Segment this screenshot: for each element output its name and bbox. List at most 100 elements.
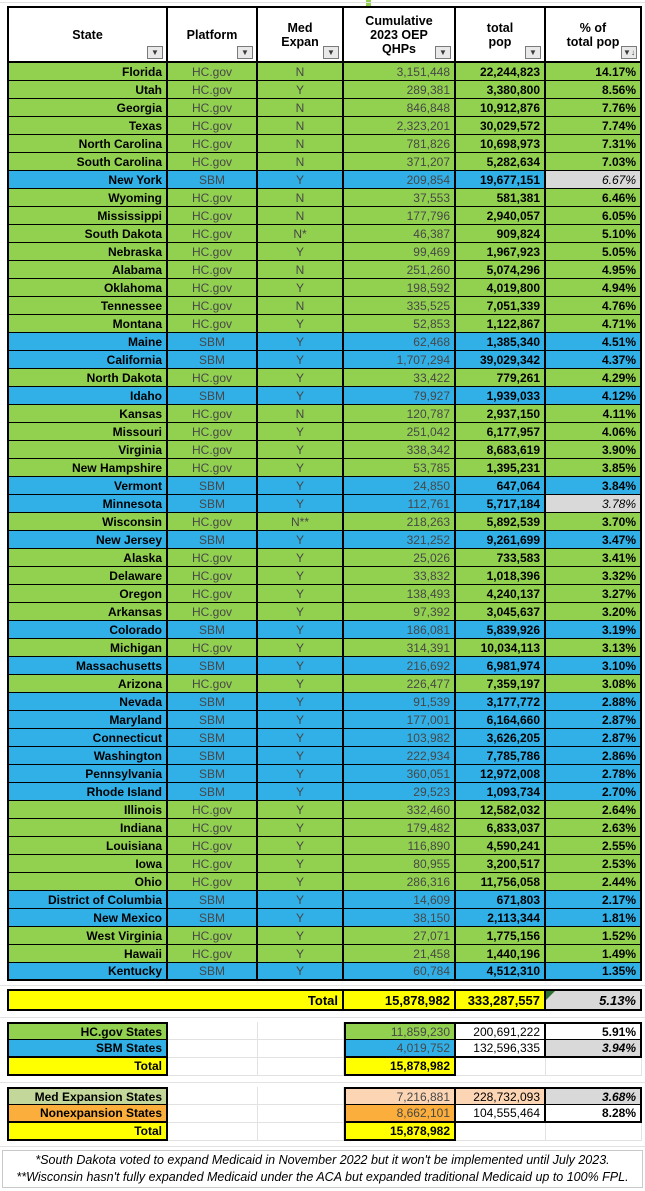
cell-state[interactable]: Texas <box>7 117 168 135</box>
cell-med-expan[interactable]: Y <box>258 585 344 603</box>
cell-med-expan[interactable]: N <box>258 99 344 117</box>
cell-qhps[interactable]: 222,934 <box>344 747 456 765</box>
cell-med-expan[interactable]: Y <box>258 963 344 981</box>
cell-total-pop[interactable]: 6,981,974 <box>456 657 546 675</box>
cell-pct-total-pop[interactable]: 2.70% <box>546 783 642 801</box>
cell-state[interactable]: Arkansas <box>7 603 168 621</box>
cell-platform[interactable]: SBM <box>168 963 258 981</box>
cell-platform[interactable]: SBM <box>168 531 258 549</box>
platform-total-label-cell[interactable]: Total <box>7 1058 168 1076</box>
cell-platform[interactable]: SBM <box>168 387 258 405</box>
cell-qhps[interactable]: 360,051 <box>344 765 456 783</box>
cell-platform[interactable]: HC.gov <box>168 297 258 315</box>
nonexpansion-pct-cell[interactable]: 8.28% <box>546 1105 642 1123</box>
cell-qhps[interactable]: 179,482 <box>344 819 456 837</box>
empty-cell[interactable] <box>168 1123 258 1141</box>
cell-platform[interactable]: SBM <box>168 747 258 765</box>
cell-platform[interactable]: HC.gov <box>168 153 258 171</box>
cell-state[interactable]: District of Columbia <box>7 891 168 909</box>
cell-med-expan[interactable]: Y <box>258 531 344 549</box>
hcgov-qhps-cell[interactable]: 11,859,230 <box>344 1022 456 1040</box>
cell-pct-total-pop[interactable]: 4.06% <box>546 423 642 441</box>
sbm-pop-cell[interactable]: 132,596,335 <box>456 1040 546 1058</box>
cell-pct-total-pop[interactable]: 3.47% <box>546 531 642 549</box>
cell-qhps[interactable]: 321,252 <box>344 531 456 549</box>
cell-pct-total-pop[interactable]: 6.67% <box>546 171 642 189</box>
cell-pct-total-pop[interactable]: 3.27% <box>546 585 642 603</box>
cell-total-pop[interactable]: 4,512,310 <box>456 963 546 981</box>
expansion-total-label-cell[interactable]: Total <box>7 1123 168 1141</box>
cell-state[interactable]: Illinois <box>7 801 168 819</box>
med-expansion-pop-cell[interactable]: 228,732,093 <box>456 1087 546 1105</box>
filter-dropdown-icon[interactable]: ▼ <box>147 46 163 59</box>
cell-qhps[interactable]: 846,848 <box>344 99 456 117</box>
cell-total-pop[interactable]: 2,113,344 <box>456 909 546 927</box>
cell-qhps[interactable]: 14,609 <box>344 891 456 909</box>
cell-platform[interactable]: HC.gov <box>168 603 258 621</box>
cell-pct-total-pop[interactable]: 1.81% <box>546 909 642 927</box>
med-expansion-pct-cell[interactable]: 3.68% <box>546 1087 642 1105</box>
cell-total-pop[interactable]: 30,029,572 <box>456 117 546 135</box>
cell-med-expan[interactable]: Y <box>258 279 344 297</box>
cell-state[interactable]: Washington <box>7 747 168 765</box>
empty-cell[interactable] <box>258 1022 344 1040</box>
cell-state[interactable]: Montana <box>7 315 168 333</box>
cell-qhps[interactable]: 25,026 <box>344 549 456 567</box>
cell-qhps[interactable]: 21,458 <box>344 945 456 963</box>
cell-platform[interactable]: HC.gov <box>168 441 258 459</box>
cell-platform[interactable]: HC.gov <box>168 837 258 855</box>
cell-pct-total-pop[interactable]: 2.55% <box>546 837 642 855</box>
cell-total-pop[interactable]: 909,824 <box>456 225 546 243</box>
cell-state[interactable]: Nevada <box>7 693 168 711</box>
cell-pct-total-pop[interactable]: 2.87% <box>546 711 642 729</box>
cell-state[interactable]: New Mexico <box>7 909 168 927</box>
cell-qhps[interactable]: 53,785 <box>344 459 456 477</box>
cell-med-expan[interactable]: Y <box>258 81 344 99</box>
cell-qhps[interactable]: 33,422 <box>344 369 456 387</box>
cell-pct-total-pop[interactable]: 7.74% <box>546 117 642 135</box>
cell-med-expan[interactable]: Y <box>258 621 344 639</box>
cell-pct-total-pop[interactable]: 6.46% <box>546 189 642 207</box>
filter-dropdown-icon[interactable]: ▼ <box>435 46 451 59</box>
cell-total-pop[interactable]: 671,803 <box>456 891 546 909</box>
cell-platform[interactable]: HC.gov <box>168 315 258 333</box>
cell-platform[interactable]: HC.gov <box>168 405 258 423</box>
cell-qhps[interactable]: 79,927 <box>344 387 456 405</box>
cell-platform[interactable]: HC.gov <box>168 189 258 207</box>
cell-med-expan[interactable]: N <box>258 63 344 81</box>
cell-qhps[interactable]: 37,553 <box>344 189 456 207</box>
cell-platform[interactable]: HC.gov <box>168 135 258 153</box>
cell-platform[interactable]: SBM <box>168 783 258 801</box>
cell-platform[interactable]: SBM <box>168 333 258 351</box>
column-header-qhps[interactable]: Cumulative 2023 OEP QHPs ▼ <box>344 6 456 63</box>
cell-state[interactable]: North Dakota <box>7 369 168 387</box>
nonexpansion-qhps-cell[interactable]: 8,662,101 <box>344 1105 456 1123</box>
cell-state[interactable]: Oregon <box>7 585 168 603</box>
cell-total-pop[interactable]: 10,034,113 <box>456 639 546 657</box>
cell-platform[interactable]: HC.gov <box>168 369 258 387</box>
cell-qhps[interactable]: 138,493 <box>344 585 456 603</box>
cell-pct-total-pop[interactable]: 3.78% <box>546 495 642 513</box>
sort-descending-icon[interactable]: ▼↓ <box>621 46 637 59</box>
cell-qhps[interactable]: 198,592 <box>344 279 456 297</box>
cell-state[interactable]: New Jersey <box>7 531 168 549</box>
cell-state[interactable]: Rhode Island <box>7 783 168 801</box>
cell-pct-total-pop[interactable]: 3.20% <box>546 603 642 621</box>
empty-cell[interactable] <box>168 1087 258 1105</box>
cell-med-expan[interactable]: Y <box>258 729 344 747</box>
cell-state[interactable]: Virginia <box>7 441 168 459</box>
cell-med-expan[interactable]: Y <box>258 837 344 855</box>
cell-state[interactable]: Missouri <box>7 423 168 441</box>
cell-platform[interactable]: SBM <box>168 693 258 711</box>
column-header-pct-total-pop[interactable]: % of total pop ▼↓ <box>546 6 642 63</box>
cell-platform[interactable]: SBM <box>168 171 258 189</box>
cell-med-expan[interactable]: Y <box>258 873 344 891</box>
cell-pct-total-pop[interactable]: 2.63% <box>546 819 642 837</box>
cell-total-pop[interactable]: 1,018,396 <box>456 567 546 585</box>
cell-total-pop[interactable]: 10,912,876 <box>456 99 546 117</box>
hcgov-pop-cell[interactable]: 200,691,222 <box>456 1022 546 1040</box>
cell-med-expan[interactable]: Y <box>258 603 344 621</box>
cell-total-pop[interactable]: 3,045,637 <box>456 603 546 621</box>
cell-platform[interactable]: SBM <box>168 657 258 675</box>
cell-pct-total-pop[interactable]: 3.32% <box>546 567 642 585</box>
